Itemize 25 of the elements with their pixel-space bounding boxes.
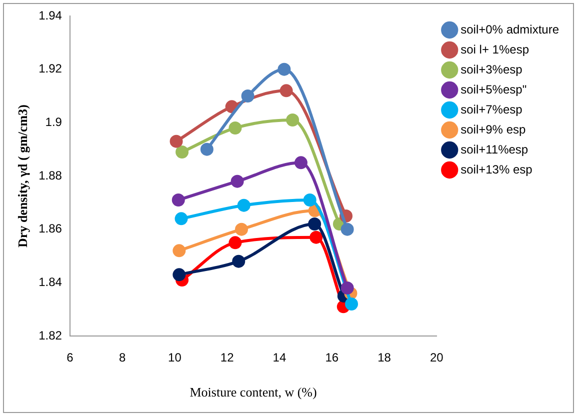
y-tick-label: 1.88 [38,168,62,182]
y-tick-label: 1.86 [38,222,62,236]
x-axis-title: Moisture content, w (%) [190,384,317,400]
x-tick-label: 6 [66,350,74,365]
legend-label: soi l+ 1%esp [460,42,530,56]
legend-label: soil+5%esp" [460,82,527,96]
x-tick-label: 16 [325,350,339,365]
y-tick-label: 1.9 [45,114,62,129]
x-tick-label: 18 [378,350,392,365]
x-tick-label: 10 [168,350,182,365]
legend-label: soil+9% esp [460,122,526,136]
legend-label: soil+13% esp [460,162,533,176]
x-tick-label: 8 [118,350,126,365]
x-tick-label: 20 [430,350,444,365]
legend-label: soil+7%esp [460,102,523,116]
legend-label: soil+11%esp [460,142,528,156]
x-tick-label: 12 [220,350,234,365]
y-tick-label: 1.92 [38,62,62,76]
y-tick-label: 1.82 [38,328,62,342]
x-tick-label: 14 [272,350,286,365]
y-axis-title: Dry density, γd ( gm/cm3) [15,104,30,248]
y-tick-label: 1.94 [38,8,62,22]
legend-label: soil+3%esp [460,62,523,76]
legend-label: soil+0% admixture [460,22,560,36]
y-tick-label: 1.84 [38,274,62,289]
